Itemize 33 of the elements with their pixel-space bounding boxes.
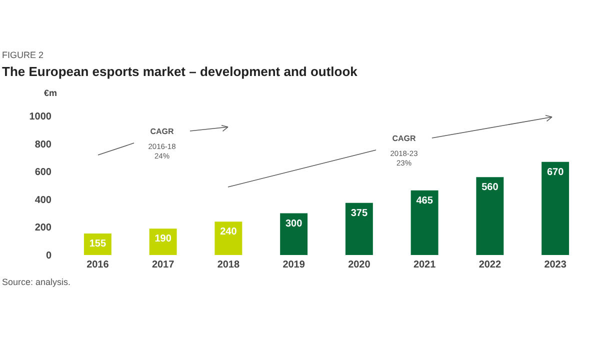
y-tick-label: 1000 [29, 112, 52, 122]
y-tick-label: 0 [46, 250, 52, 262]
chart-title: The European esports market – development and outlook [2, 64, 358, 79]
data-label: 155 [89, 238, 106, 250]
x-tick-label: 2018 [217, 260, 240, 270]
bar [149, 228, 177, 255]
x-tick-label: 2019 [282, 260, 306, 270]
bar [280, 213, 308, 255]
source-note: Source: analysis. [2, 277, 71, 287]
bar [345, 202, 373, 255]
chart-subtitle: FIGURE 2 [2, 50, 44, 60]
y-axis-title: €m [44, 88, 57, 98]
y-tick-label: 800 [34, 139, 52, 150]
y-tick-label: 400 [34, 194, 52, 206]
x-tick-label: 2017 [152, 260, 175, 270]
bar [214, 222, 242, 255]
data-label: 375 [350, 208, 368, 219]
data-label: 190 [154, 234, 172, 245]
y-tick-label: 200 [34, 222, 52, 234]
x-tick-label: 2023 [544, 260, 567, 270]
data-label: 560 [482, 182, 499, 194]
bar [410, 190, 438, 255]
x-tick-label: 2021 [413, 260, 436, 270]
x-tick-label: 2016 [86, 260, 110, 270]
x-tick-label: 2020 [348, 260, 371, 270]
x-tick-label: 2022 [478, 260, 502, 270]
data-label: 670 [546, 166, 564, 178]
data-label: 240 [220, 226, 238, 238]
data-label: 465 [416, 195, 434, 206]
bar [542, 162, 570, 255]
bar [476, 177, 504, 255]
data-label: 300 [285, 218, 303, 230]
y-tick-label: 600 [34, 167, 52, 178]
